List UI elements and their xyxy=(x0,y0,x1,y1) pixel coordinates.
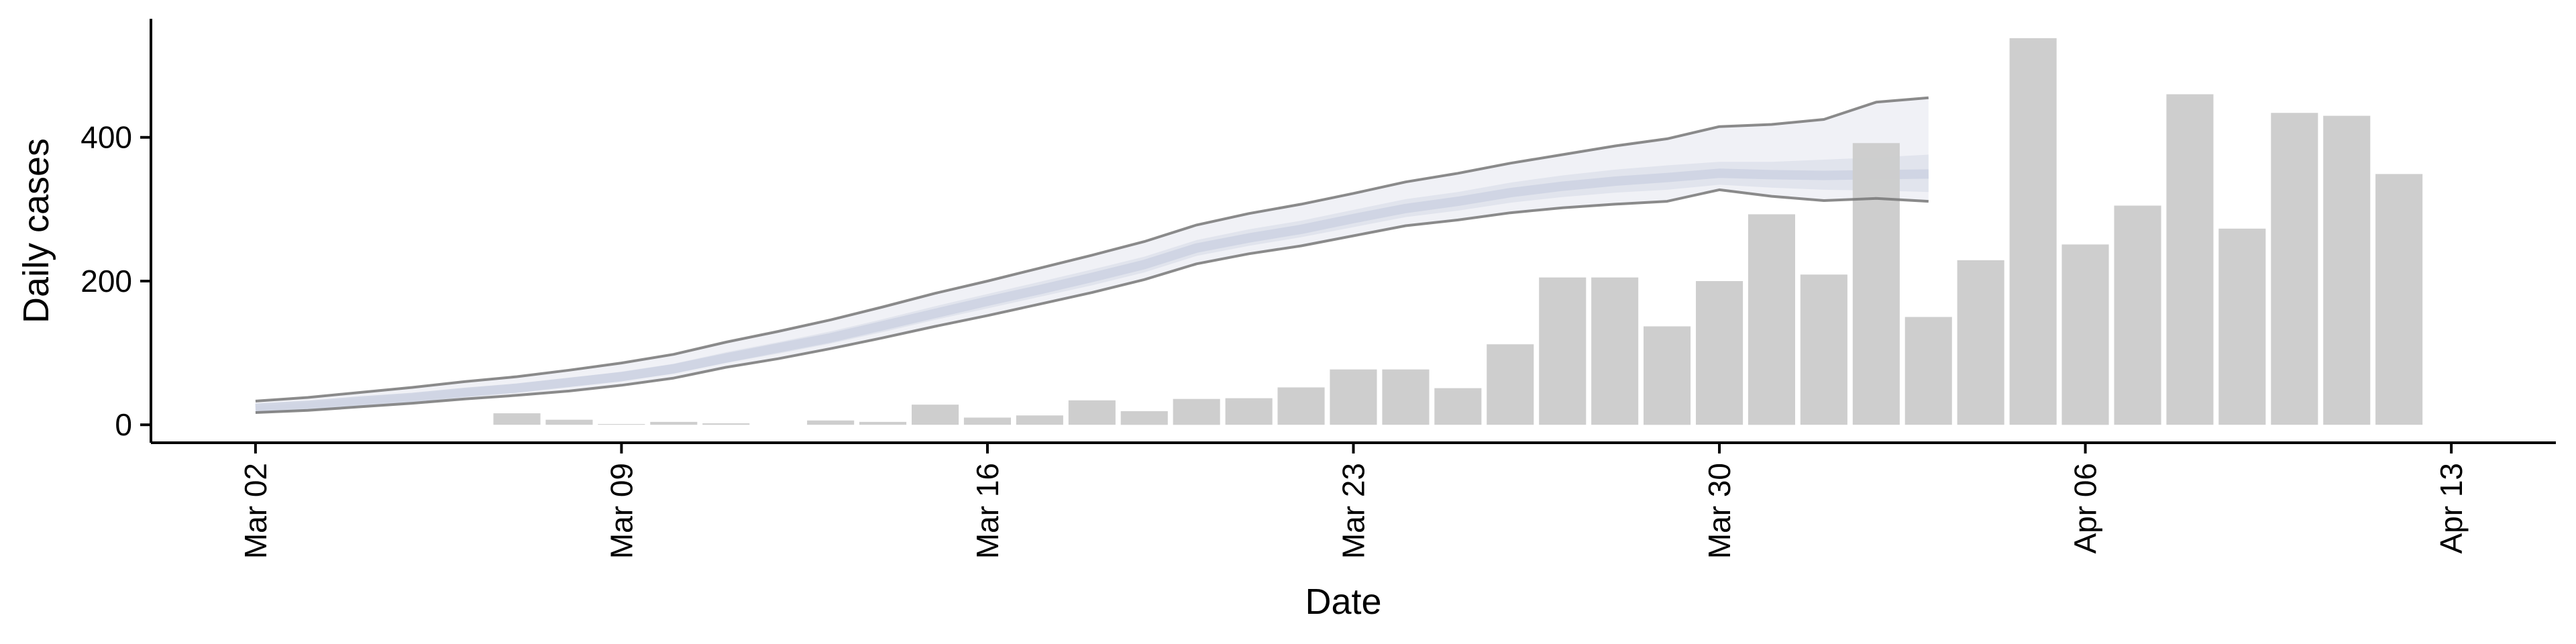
bar xyxy=(1068,400,1116,425)
inner-band xyxy=(255,154,1929,411)
bar xyxy=(2218,228,2266,425)
bar xyxy=(1382,369,1430,425)
y-tick-label: 400 xyxy=(80,120,132,155)
x-tick-label: Mar 09 xyxy=(604,463,639,559)
y-tick-label: 0 xyxy=(115,407,132,442)
bound-lines-layer xyxy=(255,96,1929,414)
bar xyxy=(1696,281,1743,425)
bar xyxy=(1904,317,1952,425)
x-tick-label: Mar 30 xyxy=(1702,463,1737,559)
bar xyxy=(2271,113,2318,425)
bar xyxy=(1644,326,1691,425)
bar xyxy=(1800,274,1847,425)
bar xyxy=(2323,115,2371,425)
bar xyxy=(2009,38,2057,425)
bar xyxy=(2166,94,2214,425)
bar xyxy=(545,419,593,425)
bar xyxy=(1173,398,1220,425)
x-tick-label: Mar 02 xyxy=(238,463,273,559)
y-tick-label: 200 xyxy=(80,264,132,299)
x-tick-label: Apr 06 xyxy=(2068,463,2103,554)
x-axis-title: Date xyxy=(1305,582,1381,622)
bar xyxy=(2375,174,2423,425)
bar xyxy=(1748,214,1795,425)
bar xyxy=(1016,415,1063,425)
bar xyxy=(1330,369,1377,425)
bars-layer xyxy=(493,38,2423,425)
bar xyxy=(912,405,959,425)
bar xyxy=(1591,277,1639,425)
x-tick-label: Mar 16 xyxy=(970,463,1005,559)
bar xyxy=(1487,344,1534,425)
lower-bound-line xyxy=(255,188,1929,414)
bar xyxy=(1120,411,1168,425)
x-tick-label: Mar 23 xyxy=(1336,463,1371,559)
bar xyxy=(807,420,855,425)
bar xyxy=(2061,244,2109,425)
bar xyxy=(2114,205,2161,425)
axes: 0 200 400 Mar 02 Mar 09 Mar 16 Mar 23 Mar 30 Ap… xyxy=(80,19,2556,559)
x-ticks: Mar 02 Mar 09 Mar 16 Mar 23 Mar 30 Apr 06 Apr … xyxy=(238,443,2469,559)
bar xyxy=(493,413,541,425)
y-ticks: 0 200 400 xyxy=(80,120,151,442)
bar xyxy=(1277,387,1325,425)
x-tick-label: Apr 13 xyxy=(2434,463,2469,554)
bar xyxy=(1957,260,2004,425)
y-axis-title: Daily cases xyxy=(16,138,56,323)
bar xyxy=(963,417,1011,425)
upper-bound-line xyxy=(255,96,1929,402)
bar xyxy=(1539,277,1587,425)
bar xyxy=(1852,143,1900,425)
median-line xyxy=(255,168,1929,413)
bar xyxy=(1225,398,1273,425)
bar xyxy=(598,424,645,425)
bar xyxy=(1434,388,1482,425)
bar xyxy=(859,421,907,425)
bar xyxy=(650,421,698,425)
bar xyxy=(702,423,750,425)
